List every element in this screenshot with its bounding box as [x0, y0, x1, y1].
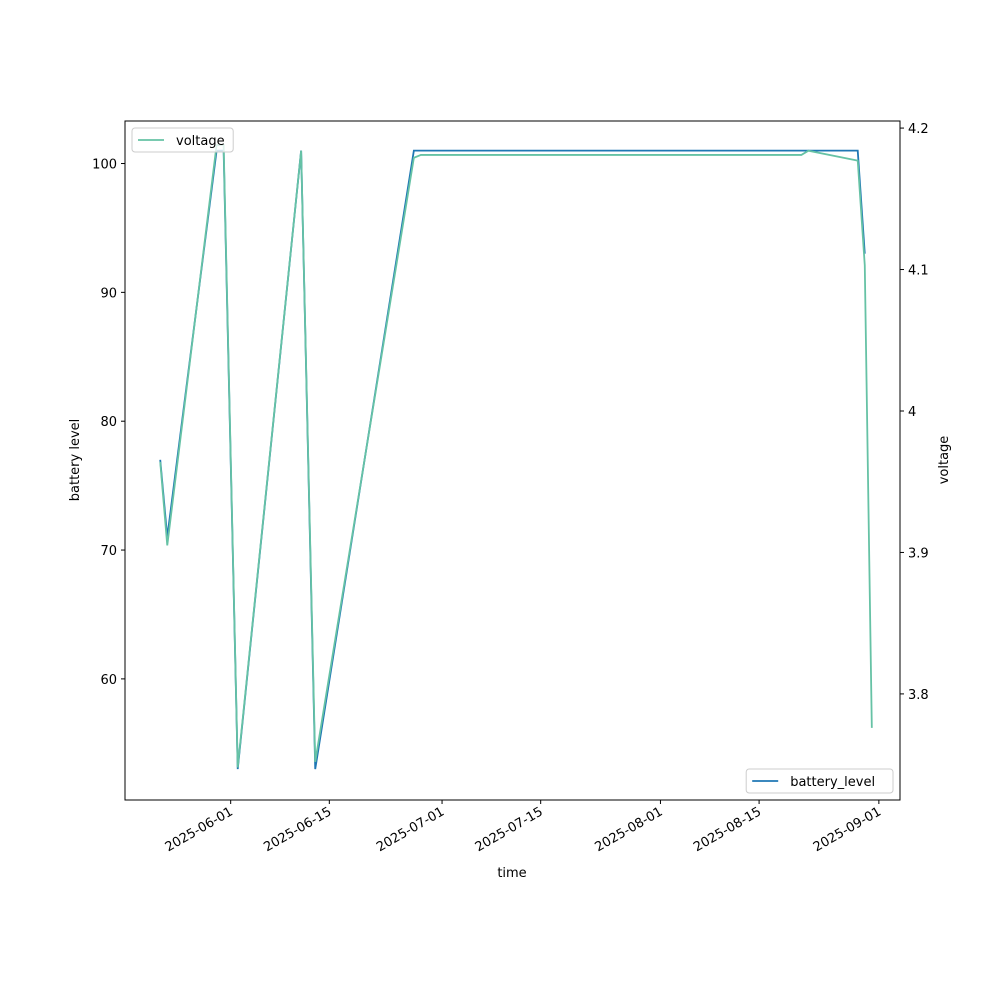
line — [159, 144, 873, 768]
legend-label: battery_level — [790, 775, 875, 790]
y2-tick-label: 4 — [908, 405, 916, 420]
y2-tick-label: 4.2 — [908, 122, 929, 137]
y-tick-label: 60 — [100, 673, 117, 688]
x-tick-label: 2025-06-15 — [261, 804, 334, 855]
y2-tick-label: 4.1 — [908, 264, 929, 279]
y-tick-label: 90 — [100, 286, 117, 301]
y2-axis-label: voltage — [937, 436, 952, 485]
x-tick-label: 2025-06-01 — [163, 804, 236, 855]
y-tick-label: 70 — [100, 544, 117, 559]
legend-box — [131, 127, 234, 153]
x-tick-label: 2025-09-01 — [811, 804, 884, 855]
y2-tick-label: 3.8 — [908, 688, 929, 703]
y2-tick-label: 3.9 — [908, 546, 929, 561]
y-axis-label: battery level — [68, 419, 83, 502]
y-tick-label: 80 — [100, 415, 117, 430]
y-tick-label: 100 — [92, 158, 117, 173]
x-tick-label: 2025-07-01 — [374, 804, 447, 855]
x-tick-label: 2025-08-15 — [691, 804, 764, 855]
x-tick-label: 2025-08-01 — [593, 804, 666, 855]
legend-label: voltage — [176, 134, 225, 149]
plot-frame — [124, 120, 901, 801]
x-axis-label: time — [497, 866, 526, 881]
line — [159, 149, 866, 770]
legend-box — [745, 768, 894, 794]
x-tick-label: 2025-07-15 — [473, 804, 546, 855]
